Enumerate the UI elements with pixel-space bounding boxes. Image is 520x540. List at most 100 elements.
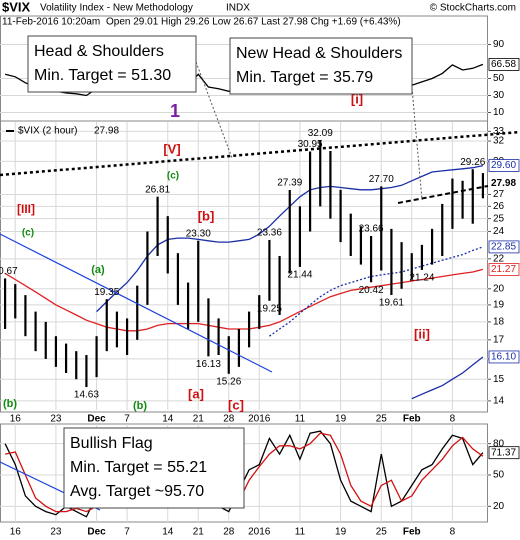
end-label: 16.10 (491, 352, 516, 363)
wave-label: (b) (3, 398, 17, 410)
low-label: 19.61 (379, 298, 404, 309)
end-label: 29.60 (491, 160, 516, 171)
pointer (195, 61, 233, 159)
end-label: 71.37 (491, 447, 516, 458)
y-tick-label: 24 (493, 226, 505, 237)
symbol: $VIX (2, 0, 31, 14)
bottom-panel-frame (0, 423, 488, 523)
x-tick-label: 11 (295, 414, 306, 425)
end-label-box (488, 58, 520, 71)
x-tick-label: 2016 (248, 414, 271, 425)
wave-label: [III] (17, 202, 35, 216)
y-tick-label: 50 (493, 470, 505, 481)
high-label: 26.81 (145, 184, 170, 195)
end-label-box (488, 159, 520, 172)
low-label: 15.26 (216, 376, 241, 387)
end-label-box (488, 240, 520, 254)
y-tick-label: 30 (493, 90, 505, 101)
main-panel-frame (0, 120, 488, 413)
y-tick-label: 20 (493, 501, 505, 512)
y-tick-label: 32 (493, 136, 505, 147)
wave-label: (b) (133, 400, 147, 412)
x-tick-label: 8 (450, 527, 456, 538)
note-box (63, 427, 245, 509)
y-tick-label: 15 (493, 374, 505, 385)
y-tick-label: 90 (493, 39, 505, 50)
end-label-box (488, 350, 520, 364)
end-label: 66.58 (491, 59, 516, 70)
x-tick-label: Feb (403, 527, 421, 538)
wave-label: [b] (198, 208, 215, 223)
x-tick-label: 7 (124, 414, 130, 425)
wave-label: [ii] (414, 326, 430, 341)
x-tick-label: 25 (376, 527, 388, 538)
end-label: 22.85 (491, 242, 516, 253)
title: Volatility Index - New Methodology (40, 3, 193, 14)
trendline (0, 233, 273, 373)
note-text: New Head & Shoulders (236, 45, 402, 62)
high-label: 30.95 (298, 139, 323, 150)
x-tick-label: 7 (124, 527, 130, 538)
y-tick-label: 26 (493, 201, 505, 212)
line (4, 268, 484, 332)
wave-label: (c) (167, 171, 179, 182)
x-tick-label: 16 (10, 414, 22, 425)
y-tick-label: 80 (493, 438, 505, 449)
high-label: 20.67 (0, 266, 18, 277)
end-label-box (488, 446, 520, 460)
x-tick-label: 8 (450, 414, 456, 425)
wave-label: (c) (22, 228, 34, 239)
x-tick-label: 2016 (248, 527, 271, 538)
y-tick-label: 33 (493, 126, 505, 137)
high-label: 32.09 (308, 128, 333, 139)
low-label: 16.13 (196, 359, 221, 370)
trendline (0, 130, 520, 177)
quote: Open 29.01 High 29.26 Low 26.67 Last 27.… (106, 17, 401, 28)
date: 11-Feb-2016 10:20am (2, 17, 100, 28)
note-box (229, 37, 413, 95)
y-tick-label: 19 (493, 300, 505, 311)
y-tick-label: 25 (493, 213, 505, 224)
line (269, 246, 484, 337)
high-label: 27.70 (369, 174, 394, 185)
pointer (411, 87, 423, 201)
note-text: Min. Target = 51.30 (34, 67, 171, 84)
credit: © StockCharts.com (430, 3, 516, 14)
low-label: 19.25 (257, 303, 282, 314)
wave-label: 1 (170, 101, 180, 121)
high-label: 29.26 (460, 157, 485, 168)
y-tick-label: 10 (493, 107, 505, 118)
low-label: 21.44 (287, 270, 312, 281)
y-tick-label: 18 (493, 317, 505, 328)
note-text: Min. Target = 35.79 (236, 69, 373, 86)
x-tick-label: 23 (50, 527, 62, 538)
y-tick-label: 17 (493, 335, 505, 346)
low-label: 20.42 (359, 285, 384, 296)
legend-value: 27.98 (94, 126, 119, 137)
high-label: 23.30 (186, 228, 211, 239)
x-tick-label: Feb (403, 414, 421, 425)
wave-label: [a] (188, 386, 204, 401)
y-tick-label: 20 (493, 283, 505, 294)
end-label-box (489, 177, 519, 190)
y-tick-label: 22 (493, 253, 505, 264)
note-text: Bullish Flag (70, 435, 153, 452)
x-tick-label: 11 (295, 527, 306, 538)
x-tick-label: 21 (193, 527, 205, 538)
note-box (27, 35, 197, 93)
x-tick-label: 14 (162, 414, 174, 425)
x-tick-label: 23 (50, 414, 62, 425)
high-label: 19.35 (94, 287, 119, 298)
low-label: 21.24 (409, 273, 434, 284)
x-tick-label: 16 (10, 527, 22, 538)
x-tick-label: 14 (162, 527, 174, 538)
note-text: Min. Target = 55.21 (70, 459, 207, 476)
end-label-box (488, 263, 520, 276)
wave-label: [c] (228, 397, 244, 412)
neckline (397, 185, 489, 204)
wave-label: [V] (163, 141, 180, 156)
high-label: 23.36 (257, 228, 282, 239)
y-tick-label: 14 (493, 396, 505, 407)
low-label: 14.63 (74, 390, 99, 401)
